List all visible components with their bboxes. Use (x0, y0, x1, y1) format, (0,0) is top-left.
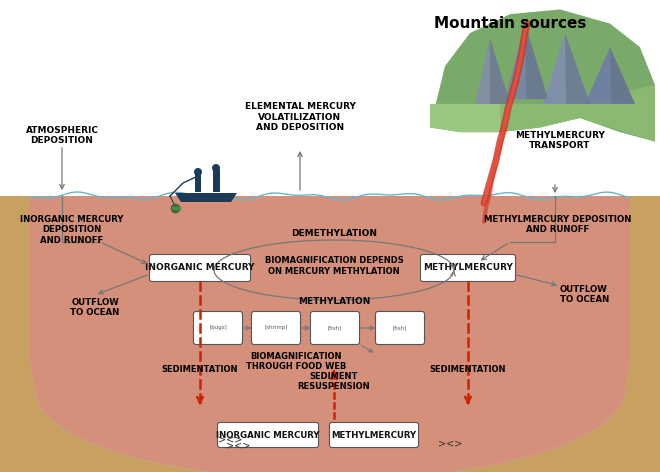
Circle shape (212, 164, 220, 172)
Text: [bugs]: [bugs] (209, 326, 227, 330)
Text: ><>: ><> (218, 434, 242, 444)
Polygon shape (30, 196, 630, 472)
Bar (195, 174, 201, 192)
Text: INORGANIC MERCURY: INORGANIC MERCURY (216, 430, 319, 439)
Polygon shape (565, 33, 590, 104)
Text: BIOMAGNIFICATION
THROUGH FOOD WEB: BIOMAGNIFICATION THROUGH FOOD WEB (246, 352, 346, 371)
FancyBboxPatch shape (310, 312, 360, 345)
Text: OUTFLOW
TO OCEAN: OUTFLOW TO OCEAN (560, 285, 609, 304)
FancyBboxPatch shape (218, 422, 319, 447)
FancyBboxPatch shape (150, 254, 251, 281)
Polygon shape (505, 24, 548, 99)
Text: OUTFLOW
TO OCEAN: OUTFLOW TO OCEAN (71, 298, 119, 317)
Polygon shape (585, 47, 635, 104)
FancyBboxPatch shape (376, 312, 424, 345)
Text: METHYLMERCURY DEPOSITION
AND RUNOFF: METHYLMERCURY DEPOSITION AND RUNOFF (484, 215, 632, 235)
Text: [fish]: [fish] (328, 326, 342, 330)
Polygon shape (0, 0, 660, 196)
Text: INORGANIC MERCURY: INORGANIC MERCURY (145, 263, 255, 272)
Polygon shape (500, 85, 655, 142)
Text: [fish]: [fish] (393, 326, 407, 330)
Text: SEDIMENTATION: SEDIMENTATION (430, 365, 506, 374)
Polygon shape (430, 104, 500, 132)
Text: METHYLATION: METHYLATION (298, 297, 370, 306)
FancyBboxPatch shape (420, 254, 515, 281)
Bar (213, 170, 220, 192)
FancyBboxPatch shape (193, 312, 242, 345)
Polygon shape (0, 196, 660, 472)
Text: DEMETHYLATION: DEMETHYLATION (291, 229, 377, 238)
PathPatch shape (30, 196, 630, 472)
Polygon shape (175, 193, 237, 202)
Text: METHYLMERCURY: METHYLMERCURY (331, 430, 416, 439)
Text: ATMOSPHERIC
DEPOSITION: ATMOSPHERIC DEPOSITION (26, 126, 98, 145)
Text: METHYLMERCURY: METHYLMERCURY (423, 263, 513, 272)
Text: SEDIMENTATION: SEDIMENTATION (162, 365, 238, 374)
Polygon shape (525, 24, 548, 99)
Text: ><>: ><> (226, 440, 250, 450)
Text: ><>: ><> (438, 439, 462, 449)
Polygon shape (475, 38, 510, 104)
Text: ELEMENTAL MERCURY
VOLATILIZATION
AND DEPOSITION: ELEMENTAL MERCURY VOLATILIZATION AND DEP… (245, 102, 356, 132)
Polygon shape (543, 33, 590, 104)
Text: [shrimp]: [shrimp] (264, 326, 288, 330)
Polygon shape (0, 196, 35, 472)
FancyBboxPatch shape (251, 312, 300, 345)
Text: METHYLMERCURY
TRANSPORT: METHYLMERCURY TRANSPORT (515, 131, 605, 150)
Polygon shape (430, 9, 655, 142)
Circle shape (194, 168, 202, 176)
FancyBboxPatch shape (329, 422, 418, 447)
Polygon shape (490, 38, 510, 104)
Text: BIOMAGNIFICATION DEPENDS
ON MERCURY METHYLATION: BIOMAGNIFICATION DEPENDS ON MERCURY METH… (265, 256, 403, 276)
Text: INORGANIC MERCURY
DEPOSITION
AND RUNOFF: INORGANIC MERCURY DEPOSITION AND RUNOFF (20, 215, 124, 245)
Text: SEDIMENT
RESUSPENSION: SEDIMENT RESUSPENSION (298, 372, 370, 391)
Text: Mountain sources: Mountain sources (434, 16, 586, 31)
Polygon shape (625, 196, 660, 472)
Polygon shape (610, 47, 635, 104)
